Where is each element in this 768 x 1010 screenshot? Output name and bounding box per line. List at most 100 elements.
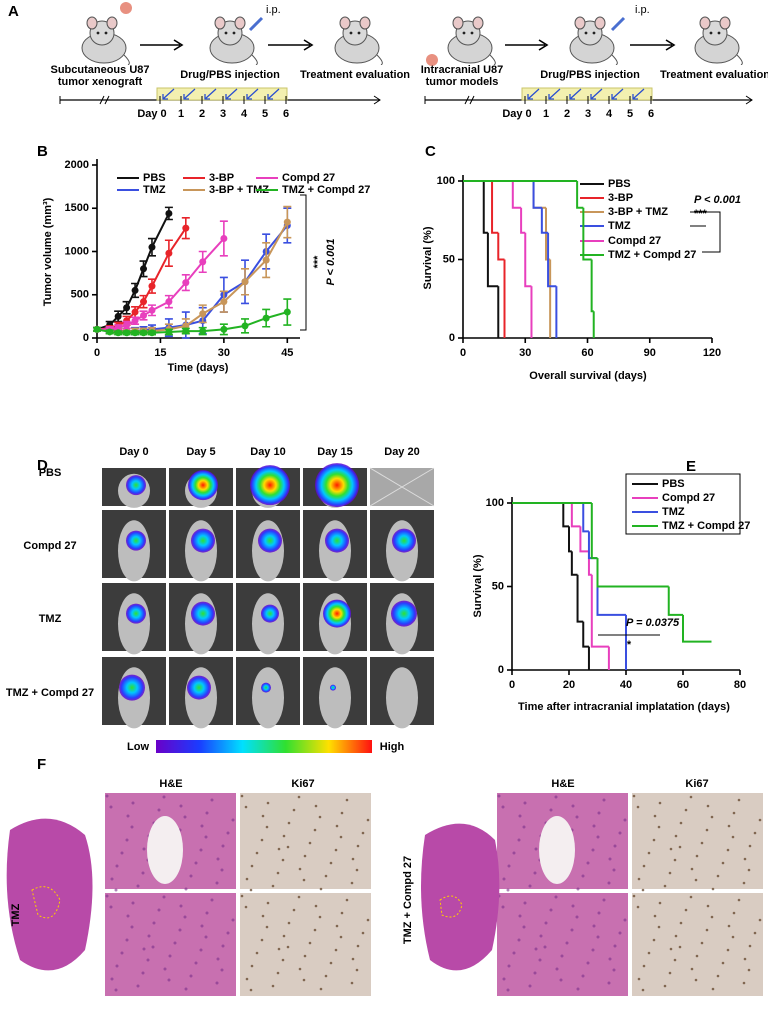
texture	[282, 834, 286, 838]
x-tick-label: 40	[620, 679, 632, 691]
texture	[194, 861, 198, 865]
texture	[136, 884, 140, 888]
texture	[287, 821, 291, 825]
texture	[690, 967, 694, 971]
signal	[188, 470, 218, 501]
legend-label: 3-BP + TMZ	[608, 206, 668, 218]
tumor-outline	[31, 886, 61, 919]
texture	[335, 824, 339, 828]
dose-arrow	[183, 88, 196, 100]
timeline-arrow	[745, 95, 753, 105]
texture	[506, 988, 510, 992]
texture	[277, 847, 281, 851]
texture	[340, 911, 344, 915]
texture	[689, 895, 693, 899]
column-header: Day 20	[384, 446, 419, 458]
step-label: Drug/PBS injection	[180, 69, 280, 81]
panel-label: A	[8, 3, 19, 20]
data-point	[114, 329, 122, 337]
axis-break	[464, 95, 475, 105]
texture	[679, 921, 683, 925]
panel-label: C	[425, 143, 436, 160]
timeline-label: 6	[283, 108, 289, 120]
texture	[250, 964, 254, 968]
texture	[517, 838, 521, 842]
mouse-silhouette	[252, 593, 284, 655]
texture	[245, 977, 249, 981]
texture	[554, 895, 558, 899]
survival-step	[596, 558, 669, 588]
texture	[612, 968, 616, 972]
texture	[653, 814, 657, 818]
timeline-label: 1	[178, 108, 184, 120]
p-value: P < 0.001	[325, 239, 337, 286]
texture	[575, 815, 579, 819]
survival-step	[486, 232, 499, 288]
dose-arrow	[204, 88, 217, 100]
texture	[636, 805, 640, 809]
texture	[255, 951, 259, 955]
y-tick-label: 0	[83, 332, 89, 344]
signal	[187, 675, 211, 700]
texture	[731, 935, 735, 939]
texture	[313, 828, 317, 832]
texture	[652, 938, 656, 942]
texture	[287, 921, 291, 925]
ki67-image	[240, 893, 371, 996]
texture	[189, 974, 193, 978]
texture	[608, 957, 612, 961]
image-missing-cross	[369, 467, 435, 507]
data-point	[123, 304, 131, 312]
texture	[663, 984, 667, 988]
dose-arrow	[569, 88, 582, 100]
texture	[281, 958, 285, 962]
texture	[721, 861, 725, 865]
texture	[199, 948, 203, 952]
survival-step	[568, 526, 572, 553]
y-tick-label: 100	[437, 175, 455, 187]
legend-label: 3-BP	[209, 172, 234, 184]
signal	[258, 528, 282, 553]
texture	[314, 904, 318, 908]
texture	[642, 864, 646, 868]
x-tick-label: 0	[509, 679, 515, 691]
texture	[260, 838, 264, 842]
row-label: TMZ	[39, 613, 62, 625]
texture	[350, 881, 354, 885]
texture	[303, 954, 307, 958]
timelines: Day 0 1 2 3 4 5 6 Day 0 1 2 3 4 5 6	[59, 87, 753, 120]
texture	[249, 888, 253, 892]
x-tick-label: 30	[519, 347, 531, 359]
texture	[308, 941, 312, 945]
dose-arrow	[590, 88, 603, 100]
panel-label: D	[37, 457, 48, 474]
signal	[325, 528, 349, 553]
texture	[613, 844, 617, 848]
texture	[695, 854, 699, 858]
chart: E 0 50 100 0 20 40 60 80 Time after intracranial …	[472, 458, 750, 713]
texture	[549, 808, 553, 812]
texture	[653, 914, 657, 918]
texture	[658, 901, 662, 905]
data-point	[199, 327, 207, 335]
y-tick-label: 0	[449, 332, 455, 344]
survival-step	[587, 531, 598, 560]
texture	[533, 871, 537, 875]
texture	[141, 971, 145, 975]
signal	[191, 601, 215, 626]
texture	[512, 851, 516, 855]
tumor-icon	[120, 2, 132, 14]
texture	[115, 864, 119, 868]
texture	[637, 877, 641, 881]
data-point	[241, 278, 249, 286]
y-tick-label: 50	[443, 253, 455, 265]
legend-label: TMZ	[143, 184, 166, 196]
signal	[126, 530, 146, 551]
texture	[543, 945, 547, 949]
mouse-icon	[569, 16, 618, 65]
texture	[292, 808, 296, 812]
data-point	[114, 324, 122, 332]
texture	[602, 798, 606, 802]
texture	[179, 904, 183, 908]
texture	[570, 928, 574, 932]
